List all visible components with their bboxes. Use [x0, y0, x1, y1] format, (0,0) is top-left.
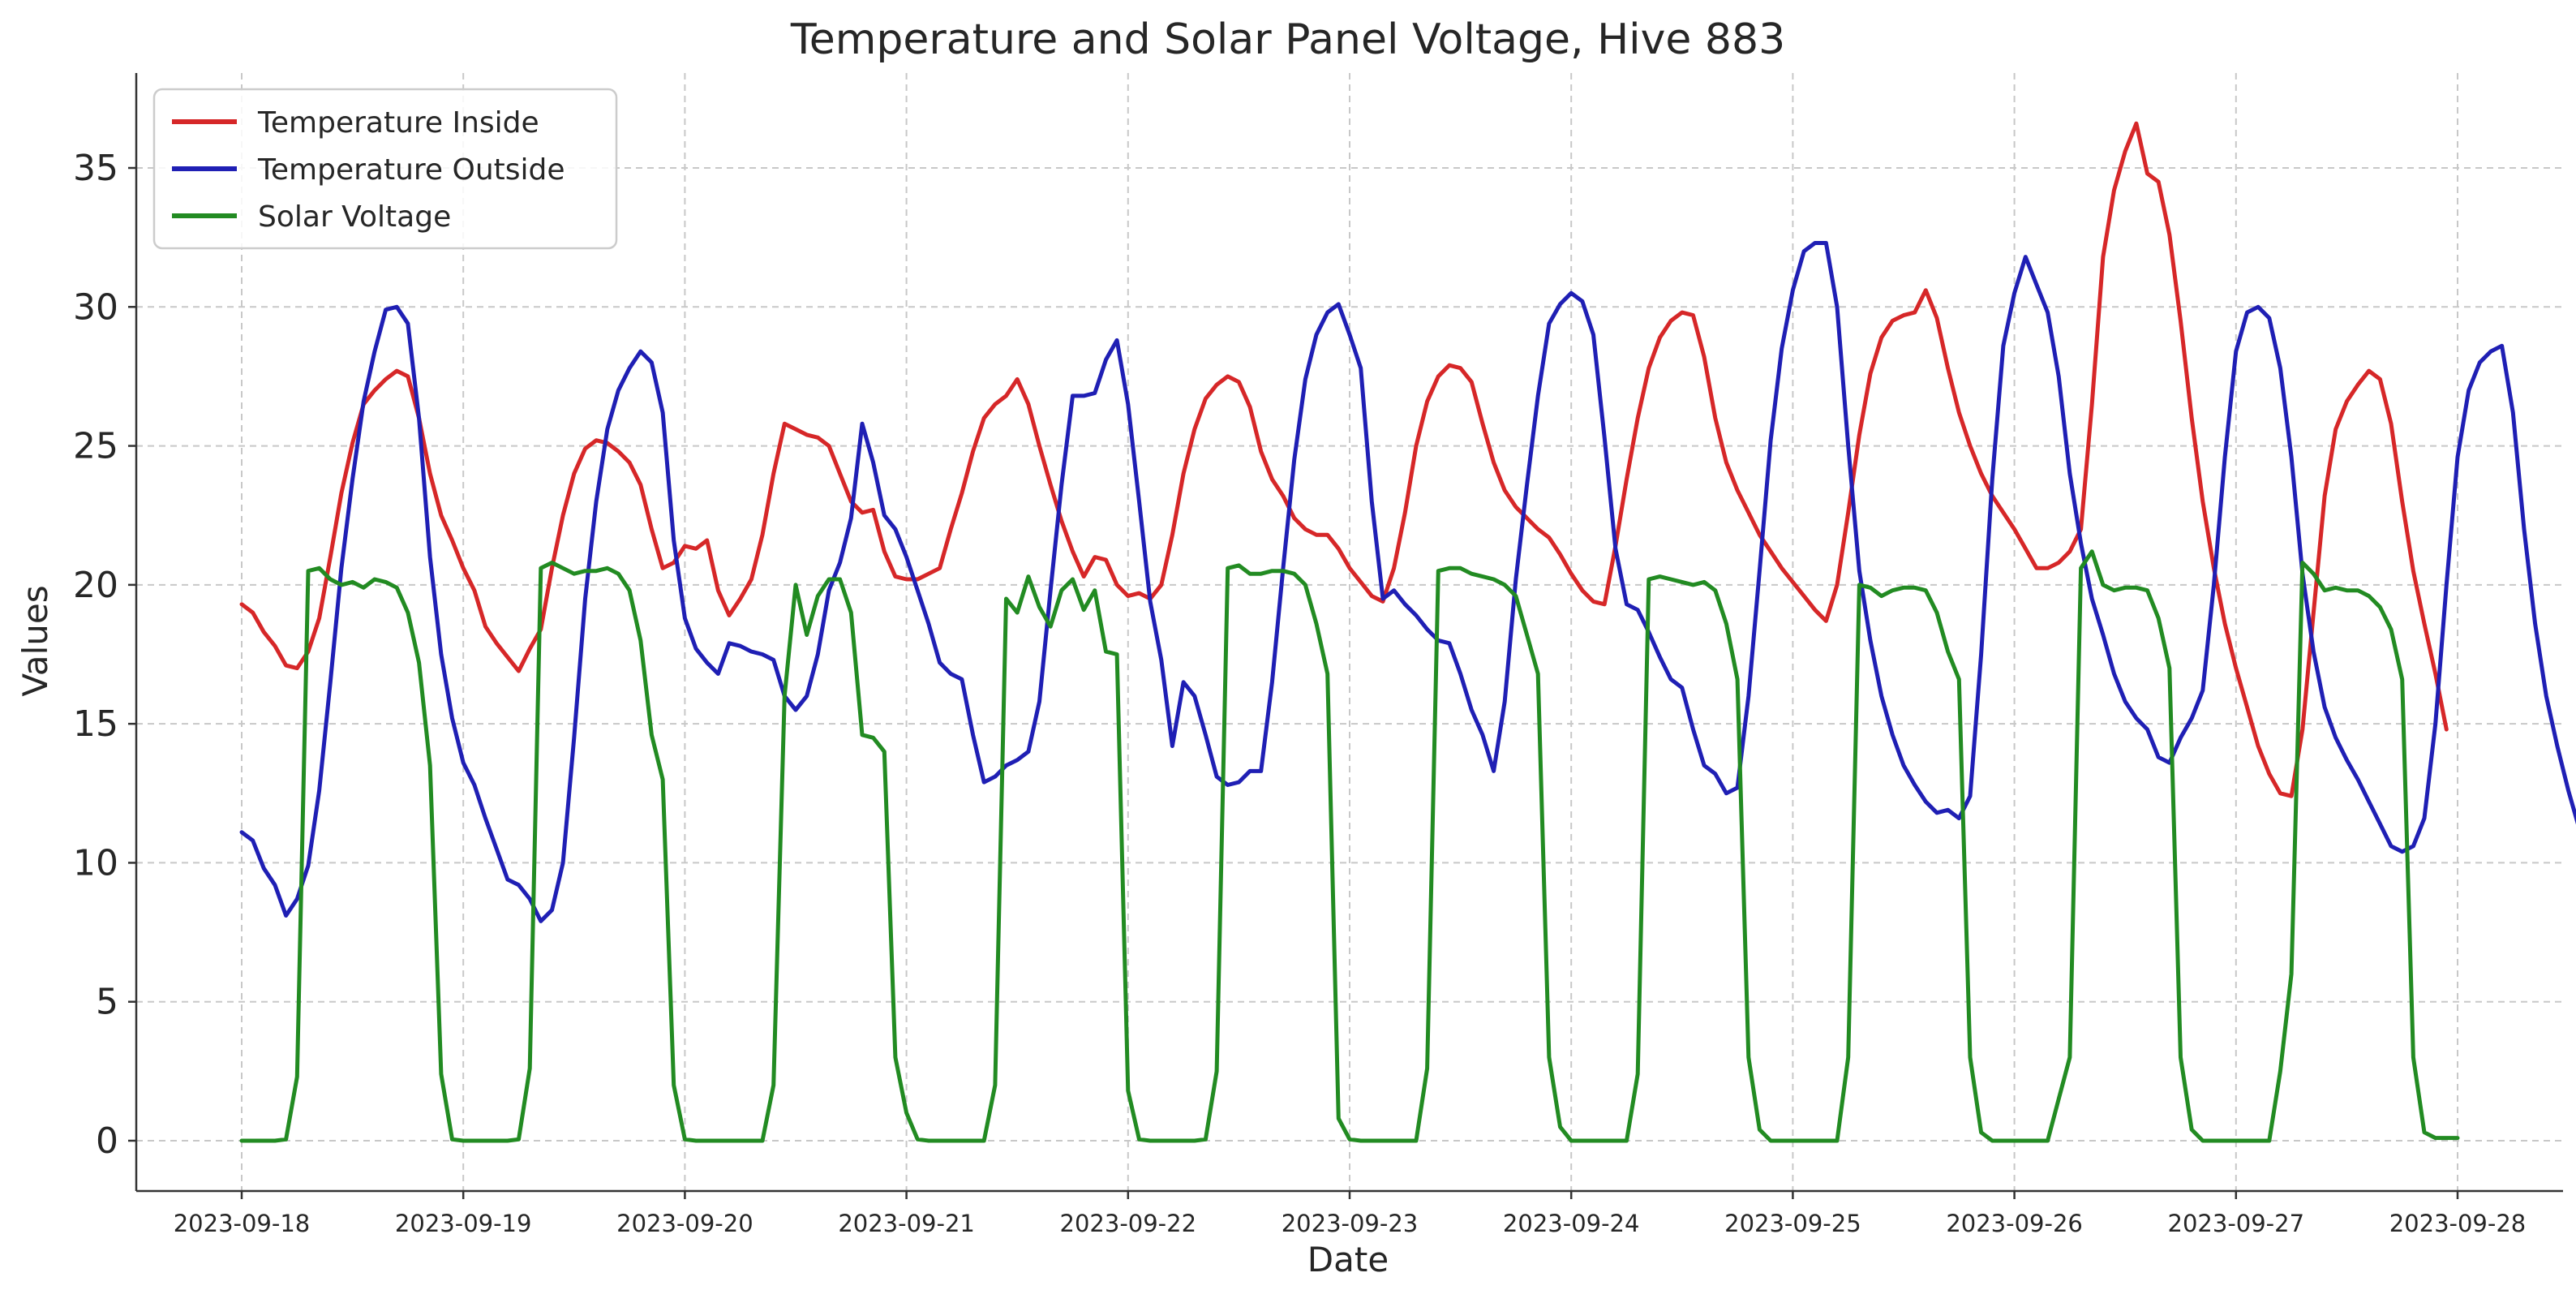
x-tick-label: 2023-09-18	[174, 1210, 311, 1237]
series-line-temperature-outside	[239, 241, 2576, 923]
x-tick-label: 2023-09-23	[1282, 1210, 1419, 1237]
x-tick-label: 2023-09-22	[1060, 1210, 1197, 1237]
y-tick-label: 25	[73, 426, 118, 467]
legend-label-temperature-outside: Temperature Outside	[257, 153, 565, 187]
chart-title: Temperature and Solar Panel Voltage, Hiv…	[790, 15, 1785, 64]
y-axis-title: Values	[15, 585, 55, 696]
x-tick-label: 2023-09-27	[2168, 1210, 2305, 1237]
series-lines	[239, 121, 2576, 1143]
y-tick-label: 30	[73, 286, 118, 328]
y-tick-label: 5	[96, 982, 118, 1023]
y-tick-label: 15	[73, 703, 118, 745]
grid-lines	[136, 73, 2563, 1191]
x-axis-title: Date	[1307, 1240, 1389, 1279]
series-line-solar-voltage	[239, 549, 2460, 1143]
x-tick-label: 2023-09-26	[1946, 1210, 2083, 1237]
x-tick-label: 2023-09-24	[1503, 1210, 1640, 1237]
legend-frame	[152, 88, 618, 250]
legend-label-temperature-inside: Temperature Inside	[257, 106, 539, 140]
x-tick-label: 2023-09-21	[838, 1210, 975, 1237]
x-tick-label: 2023-09-25	[1724, 1210, 1861, 1237]
x-axis-ticks: 2023-09-18 2023-09-19 2023-09-20 2023-09-21…	[174, 1191, 2527, 1237]
legend-label-solar-voltage: Solar Voltage	[258, 200, 451, 234]
y-tick-label: 20	[73, 565, 118, 606]
y-tick-label: 35	[73, 148, 118, 189]
x-tick-label: 2023-09-19	[395, 1210, 532, 1237]
x-tick-label: 2023-09-28	[2389, 1210, 2527, 1237]
legend: Temperature Inside Temperature Outside Sol…	[152, 88, 618, 250]
y-axis-ticks: 0 5 10 15 20 25 30 35	[73, 148, 136, 1162]
y-tick-label: 0	[96, 1120, 118, 1162]
x-tick-label: 2023-09-20	[616, 1210, 753, 1237]
y-tick-label: 10	[73, 842, 118, 884]
